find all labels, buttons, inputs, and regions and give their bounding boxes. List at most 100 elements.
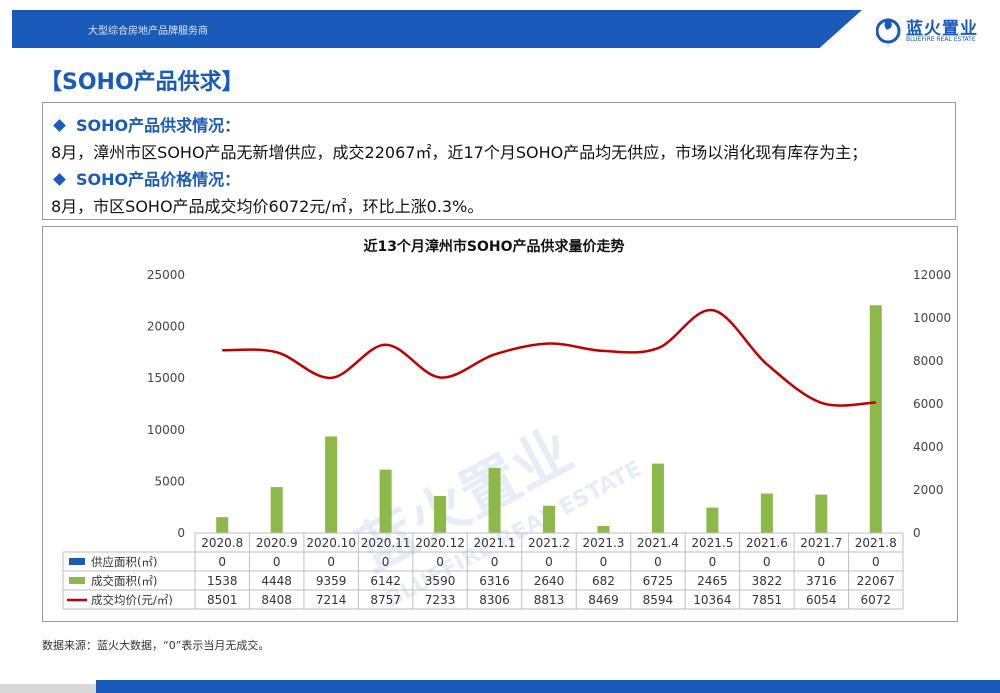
chart-title: 近13个月漳州市SOHO产品供求量价走势 — [363, 238, 624, 255]
table-cell-value: 8594 — [643, 593, 674, 607]
table-cell-value: 8469 — [588, 593, 619, 607]
category-label: 2020.9 — [256, 536, 298, 550]
deal-area-bar — [216, 517, 229, 533]
table-cell-value: 2465 — [697, 574, 728, 588]
header-tagline: 大型综合房地产品牌服务商 — [88, 26, 208, 37]
left-axis-tick-label: 0 — [177, 526, 185, 540]
right-axis-tick-label: 2000 — [913, 483, 944, 497]
category-label: 2021.2 — [528, 536, 570, 550]
category-label: 2021.5 — [691, 536, 733, 550]
chart-panel: 蓝火置业 BLUEFIRE REAL ESTATE 近13个月漳州市SOHO产品供求… — [42, 226, 958, 622]
table-cell-value: 7851 — [752, 593, 783, 607]
data-source-footnote: 数据来源：蓝火大数据，“0”表示当月无成交。 — [42, 639, 270, 652]
category-label: 2021.4 — [637, 536, 679, 550]
category-label: 2021.7 — [800, 536, 842, 550]
left-axis-tick-label: 5000 — [154, 474, 185, 488]
table-cell-value: 6054 — [806, 593, 837, 607]
table-cell-value: 0 — [436, 555, 444, 569]
table-cell-value: 0 — [872, 555, 880, 569]
table-cell-value: 22067 — [857, 574, 895, 588]
legend-label: 成交均价(元/㎡) — [91, 593, 173, 607]
legend-label: 成交面积(㎡) — [91, 574, 157, 588]
deal-area-bar — [434, 495, 447, 533]
supply-heading: SOHO产品供求情况： — [51, 112, 240, 136]
table-cell-value: 1538 — [207, 574, 238, 588]
deal-area-bar — [760, 493, 773, 533]
table-cell-value: 0 — [709, 555, 717, 569]
deal-area-bar — [815, 494, 828, 533]
table-cell-value: 0 — [545, 555, 553, 569]
summary-box: SOHO产品供求情况： 8月，漳州市区SOHO产品无新增供应，成交22067㎡，… — [42, 102, 956, 220]
category-label: 2021.3 — [582, 536, 624, 550]
price-heading: SOHO产品价格情况： — [51, 166, 240, 190]
deal-area-bar — [597, 525, 610, 533]
company-logo: 蓝火置业 BLUEFIRE REAL ESTATE — [876, 12, 992, 48]
supply-heading-text: SOHO产品供求情况： — [76, 116, 241, 135]
footer-grey-strip — [0, 684, 96, 693]
table-cell-value: 0 — [382, 555, 390, 569]
diamond-bullet-icon — [53, 173, 66, 186]
table-cell-value: 6725 — [643, 574, 674, 588]
logo-english-name: BLUEFIRE REAL ESTATE — [906, 36, 976, 43]
legend-label: 供应面积(㎡) — [91, 555, 157, 569]
right-axis-tick-label: 6000 — [913, 397, 944, 411]
right-axis-tick-label: 4000 — [913, 440, 944, 454]
supply-text: 8月，漳州市区SOHO产品无新增供应，成交22067㎡，近17个月SOHO产品均… — [51, 143, 868, 162]
avg-price-line — [222, 308, 876, 407]
deal-area-bar — [706, 507, 719, 533]
table-cell-value: 8813 — [534, 593, 565, 607]
category-label: 2020.12 — [415, 536, 465, 550]
table-cell-value: 10364 — [693, 593, 731, 607]
right-axis-tick-label: 0 — [913, 526, 921, 540]
table-cell-value: 0 — [600, 555, 608, 569]
right-axis-tick-label: 10000 — [913, 311, 951, 325]
deal-area-bar — [270, 487, 283, 533]
table-cell-value: 0 — [327, 555, 335, 569]
price-heading-text: SOHO产品价格情况： — [76, 170, 241, 189]
deal-area-bar — [488, 467, 501, 533]
category-label: 2021.8 — [855, 536, 897, 550]
table-cell-value: 0 — [763, 555, 771, 569]
table-cell-value: 9359 — [316, 574, 347, 588]
table-cell-value: 3716 — [806, 574, 837, 588]
table-cell-value: 8306 — [479, 593, 510, 607]
left-axis-tick-label: 15000 — [147, 371, 185, 385]
table-cell-value: 0 — [491, 555, 499, 569]
table-cell-value: 7214 — [316, 593, 347, 607]
header-band: 大型综合房地产品牌服务商 — [12, 10, 862, 48]
price-text: 8月，市区SOHO产品成交均价6072元/㎡，环比上涨0.3%。 — [51, 197, 484, 216]
flame-logo-icon — [876, 18, 901, 44]
table-cell-value: 2640 — [534, 574, 565, 588]
table-cell-value: 0 — [218, 555, 226, 569]
section-title: 【SOHO产品供求】 — [40, 70, 244, 95]
table-cell-value: 3822 — [752, 574, 783, 588]
deal-area-bar — [325, 436, 338, 533]
legend-key — [69, 577, 85, 584]
right-axis-tick-label: 12000 — [913, 268, 951, 282]
category-label: 2021.6 — [746, 536, 788, 550]
legend-key — [69, 558, 85, 565]
table-cell-value: 8757 — [370, 593, 401, 607]
table-cell-value: 8501 — [207, 593, 238, 607]
table-cell-value: 0 — [817, 555, 825, 569]
table-cell-value: 0 — [654, 555, 662, 569]
table-cell-value: 8408 — [261, 593, 292, 607]
table-cell-value: 7233 — [425, 593, 456, 607]
table-cell-value: 6316 — [479, 574, 510, 588]
deal-area-bar — [651, 463, 664, 533]
category-label: 2020.10 — [306, 536, 356, 550]
deal-area-bar — [869, 305, 882, 533]
deal-area-bar — [379, 469, 392, 533]
table-cell-value: 0 — [273, 555, 281, 569]
left-axis-tick-label: 20000 — [147, 320, 185, 334]
table-cell-value: 6072 — [860, 593, 891, 607]
right-axis-tick-label: 8000 — [913, 354, 944, 368]
footer-band — [96, 680, 1000, 693]
logo-name: 蓝火置业 — [906, 19, 978, 39]
left-axis-tick-label: 25000 — [147, 268, 185, 282]
category-label: 2020.11 — [361, 536, 411, 550]
category-label: 2021.1 — [474, 536, 516, 550]
deal-area-bar — [543, 505, 555, 533]
table-cell-value: 4448 — [261, 574, 292, 588]
category-label: 2020.8 — [201, 536, 243, 550]
